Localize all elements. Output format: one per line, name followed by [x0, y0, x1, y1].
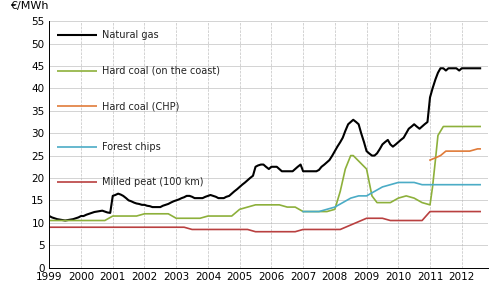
Text: Natural gas: Natural gas [102, 30, 158, 40]
Text: Milled peat (100 km): Milled peat (100 km) [102, 178, 203, 188]
Text: Hard coal (on the coast): Hard coal (on the coast) [102, 66, 220, 75]
Text: €/MWh: €/MWh [10, 2, 48, 12]
Text: Hard coal (CHP): Hard coal (CHP) [102, 101, 179, 111]
Text: Forest chips: Forest chips [102, 142, 160, 152]
